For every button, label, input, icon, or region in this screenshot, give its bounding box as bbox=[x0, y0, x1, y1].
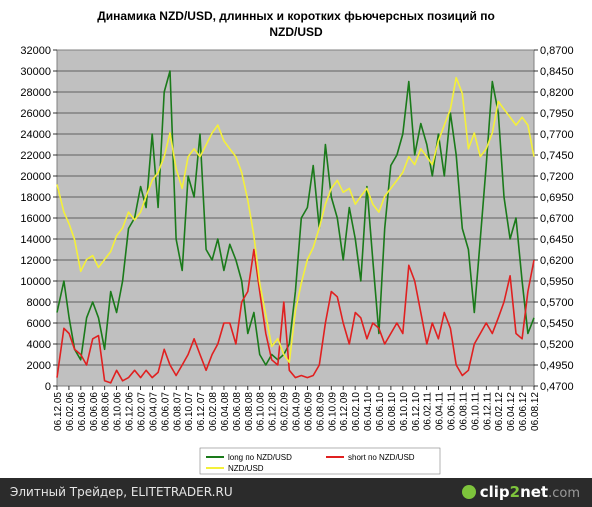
logo-text-2: 2 bbox=[509, 483, 521, 501]
y-right-tick-label: 0,5950 bbox=[540, 276, 574, 288]
y-left-tick-label: 24000 bbox=[20, 129, 51, 141]
x-tick-label: 06.04.10 bbox=[363, 392, 374, 431]
x-tick-label: 06.02.12 bbox=[494, 392, 505, 431]
y-right-tick-label: 0,6200 bbox=[540, 255, 574, 267]
long-series-line bbox=[56, 70, 535, 366]
chart-title-line: Динамика NZD/USD, длинных и коротких фью… bbox=[97, 9, 495, 23]
x-tick-label: 06.02.11 bbox=[423, 392, 434, 431]
y-left-tick-label: 8000 bbox=[27, 297, 51, 309]
y-left-tick-label: 6000 bbox=[27, 318, 51, 330]
x-tick-label: 06.04.06 bbox=[77, 392, 88, 431]
x-tick-label: 06.04.07 bbox=[148, 392, 159, 431]
y-right-tick-label: 0,8200 bbox=[540, 87, 574, 99]
y-left-tick-label: 12000 bbox=[20, 255, 51, 267]
footer-bar: Элитный Трейдер, ELITETRADER.RU clip2net… bbox=[0, 478, 592, 507]
x-tick-label: 06.06.09 bbox=[303, 392, 314, 431]
x-tick-label: 06.08.07 bbox=[172, 392, 183, 431]
x-tick-label: 06.06.11 bbox=[447, 392, 458, 431]
y-right-tick-label: 0,5700 bbox=[540, 297, 574, 309]
y-left-tick-label: 16000 bbox=[20, 213, 51, 225]
x-tick-label: 06.12.06 bbox=[125, 392, 136, 431]
y-right-tick-label: 0,5200 bbox=[540, 339, 574, 351]
logo-text-clip: clip bbox=[479, 483, 510, 501]
x-tick-label: 06.08.09 bbox=[315, 392, 326, 431]
x-tick-label: 06.10.08 bbox=[256, 392, 267, 431]
logo-text-net: net bbox=[520, 483, 549, 501]
x-tick-label: 06.12.09 bbox=[339, 392, 350, 431]
x-tick-label: 06.04.08 bbox=[220, 392, 231, 431]
chart-title-line: NZD/USD bbox=[269, 25, 323, 39]
x-tick-label: 06.10.11 bbox=[470, 392, 481, 431]
clip2net-logo: clip2net.com bbox=[461, 483, 580, 501]
legend-item-nzdusd-label: NZD/USD bbox=[228, 464, 264, 473]
x-tick-label: 06.06.06 bbox=[89, 392, 100, 431]
y-right-tick-label: 0,7450 bbox=[540, 150, 574, 162]
nzdusd-series-line bbox=[56, 76, 535, 364]
y-right-tick-label: 0,7700 bbox=[540, 129, 574, 141]
y-left-tick-label: 28000 bbox=[20, 87, 51, 99]
y-right-tick-label: 0,8450 bbox=[540, 66, 574, 78]
x-tick-label: 06.12.11 bbox=[482, 392, 493, 431]
x-tick-label: 06.08.12 bbox=[530, 392, 541, 431]
clip2net-logo-icon bbox=[461, 485, 476, 499]
x-tick-label: 06.08.06 bbox=[101, 392, 112, 431]
x-tick-label: 06.08.08 bbox=[244, 392, 255, 431]
x-tick-label: 06.06.12 bbox=[518, 392, 529, 431]
x-tick-label: 06.12.08 bbox=[268, 392, 279, 431]
x-tick-label: 06.12.07 bbox=[196, 392, 207, 431]
short-series-line bbox=[56, 248, 535, 384]
x-tick-label: 06.08.11 bbox=[458, 392, 469, 431]
y-left-tick-label: 30000 bbox=[20, 66, 51, 78]
y-left-tick-label: 32000 bbox=[20, 45, 51, 57]
x-tick-label: 06.02.09 bbox=[280, 392, 291, 431]
x-tick-label: 06.10.07 bbox=[184, 392, 195, 431]
chart-canvas: Динамика NZD/USD, длинных и коротких фью… bbox=[20, 9, 574, 475]
y-right-tick-label: 0,8700 bbox=[540, 45, 574, 57]
y-right-tick-label: 0,4950 bbox=[540, 360, 574, 372]
x-tick-label: 06.04.12 bbox=[506, 392, 517, 431]
logo-text-com: .com bbox=[548, 486, 580, 501]
x-tick-label: 06.04.11 bbox=[435, 392, 446, 431]
y-left-tick-label: 26000 bbox=[20, 108, 51, 120]
y-right-tick-label: 0,6700 bbox=[540, 213, 574, 225]
x-tick-label: 06.12.10 bbox=[411, 392, 422, 431]
y-left-tick-label: 20000 bbox=[20, 171, 51, 183]
x-tick-label: 06.02.08 bbox=[208, 392, 219, 431]
y-right-tick-label: 0,6450 bbox=[540, 234, 574, 246]
y-right-tick-label: 0,5450 bbox=[540, 318, 574, 330]
legend-item-short-label: short по NZD/USD bbox=[348, 453, 415, 462]
x-tick-label: 06.12.05 bbox=[53, 392, 64, 431]
x-tick-label: 06.02.07 bbox=[136, 392, 147, 431]
x-tick-label: 06.08.10 bbox=[387, 392, 398, 431]
y-right-tick-label: 0,7200 bbox=[540, 171, 574, 183]
x-tick-label: 06.02.06 bbox=[65, 392, 76, 431]
x-tick-label: 06.02.10 bbox=[351, 392, 362, 431]
y-right-tick-label: 0,6950 bbox=[540, 192, 574, 204]
y-left-tick-label: 14000 bbox=[20, 234, 51, 246]
y-right-tick-label: 0,4700 bbox=[540, 381, 574, 393]
y-left-tick-label: 18000 bbox=[20, 192, 51, 204]
y-left-tick-label: 10000 bbox=[20, 276, 51, 288]
y-left-tick-label: 0 bbox=[45, 381, 51, 393]
legend-box bbox=[199, 447, 441, 475]
x-tick-label: 06.06.07 bbox=[160, 392, 171, 431]
x-tick-label: 06.10.09 bbox=[327, 392, 338, 431]
x-tick-label: 06.10.06 bbox=[113, 392, 124, 431]
y-left-tick-label: 4000 bbox=[27, 339, 51, 351]
footer-source-text: Элитный Трейдер, ELITETRADER.RU bbox=[10, 485, 233, 499]
y-left-tick-label: 2000 bbox=[27, 360, 51, 372]
legend-item-long-label: long по NZD/USD bbox=[228, 453, 292, 462]
x-tick-label: 06.10.10 bbox=[399, 392, 410, 431]
x-tick-label: 06.04.09 bbox=[292, 392, 303, 431]
x-tick-label: 06.06.10 bbox=[375, 392, 386, 431]
y-right-tick-label: 0,7950 bbox=[540, 108, 574, 120]
y-left-tick-label: 22000 bbox=[20, 150, 51, 162]
x-tick-label: 06.06.08 bbox=[232, 392, 243, 431]
